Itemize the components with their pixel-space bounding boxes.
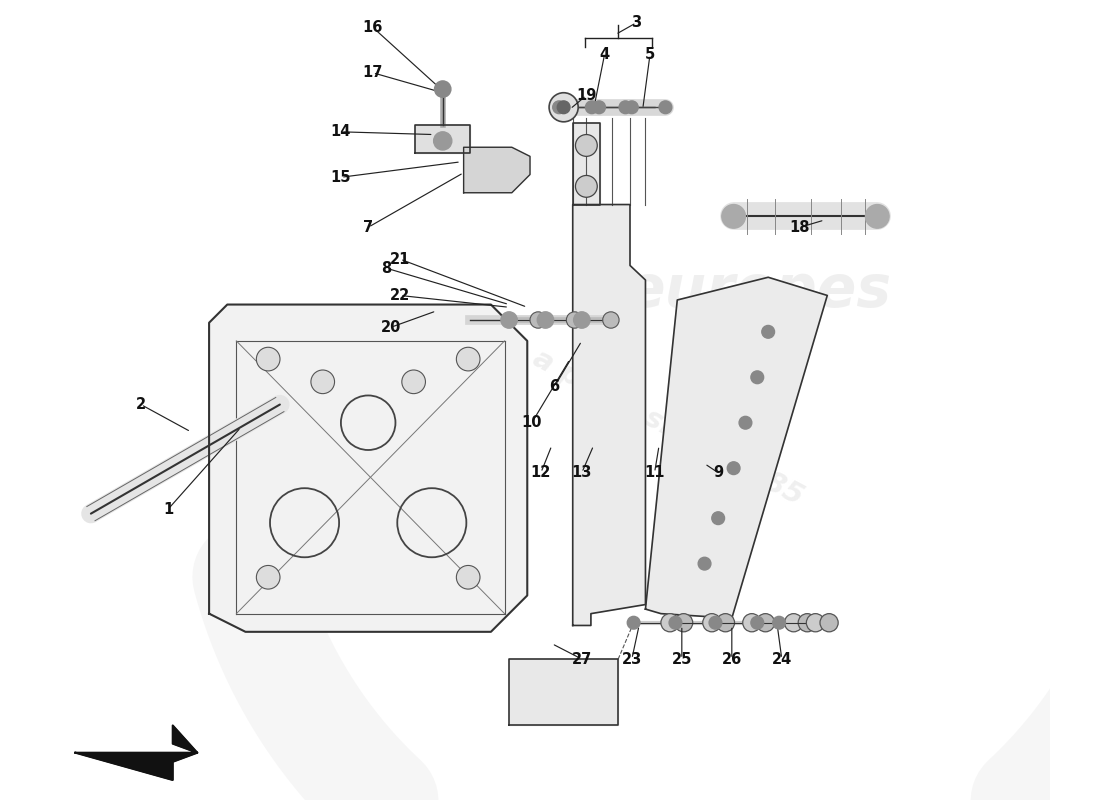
Circle shape [311,370,334,394]
Circle shape [784,614,803,632]
Circle shape [866,205,889,228]
Polygon shape [463,147,530,193]
Circle shape [593,101,605,114]
Text: 15: 15 [331,170,351,185]
Text: 5: 5 [645,47,656,62]
Text: 8: 8 [382,261,392,276]
Circle shape [619,101,631,114]
Text: 20: 20 [381,320,402,334]
Text: 6: 6 [550,379,560,394]
Circle shape [739,416,751,429]
Circle shape [659,101,672,114]
Text: 23: 23 [621,651,642,666]
Polygon shape [646,278,827,618]
Text: 18: 18 [790,220,811,234]
Circle shape [698,558,711,570]
Text: 4: 4 [600,47,609,62]
Circle shape [566,312,583,328]
Text: 22: 22 [389,288,410,303]
Polygon shape [573,122,600,205]
Circle shape [757,614,774,632]
Circle shape [558,101,570,114]
Circle shape [552,101,565,114]
Circle shape [402,370,426,394]
Circle shape [256,566,280,589]
Text: 1: 1 [163,502,174,517]
Text: 12: 12 [530,466,551,480]
Text: 27: 27 [572,651,592,666]
Polygon shape [416,126,470,153]
Circle shape [727,462,740,474]
Text: 3: 3 [631,15,641,30]
Circle shape [575,175,597,198]
Circle shape [434,81,451,98]
Circle shape [575,134,597,156]
Circle shape [772,616,785,629]
Circle shape [722,205,746,228]
Circle shape [716,614,735,632]
Text: 16: 16 [363,20,383,34]
Text: 13: 13 [572,466,592,480]
Polygon shape [76,726,197,780]
Circle shape [820,614,838,632]
Circle shape [712,512,725,525]
Circle shape [703,614,720,632]
Circle shape [674,614,693,632]
Text: a parts since 1985: a parts since 1985 [528,344,808,510]
Circle shape [799,614,816,632]
Text: 21: 21 [389,251,410,266]
Polygon shape [209,305,527,632]
Circle shape [256,347,280,371]
Polygon shape [509,659,618,726]
Text: 7: 7 [363,220,373,234]
Polygon shape [573,205,646,626]
Circle shape [573,312,590,328]
Circle shape [762,326,774,338]
Circle shape [669,616,682,629]
Text: 14: 14 [331,124,351,139]
Text: 2: 2 [135,397,146,412]
Circle shape [537,312,553,328]
Text: 19: 19 [576,88,596,103]
Circle shape [603,312,619,328]
Text: europes: europes [626,262,892,319]
Circle shape [530,312,547,328]
Circle shape [751,371,763,384]
Text: 10: 10 [521,415,542,430]
Text: 26: 26 [722,651,741,666]
Circle shape [626,101,638,114]
Circle shape [456,347,480,371]
Circle shape [806,614,825,632]
Circle shape [627,616,640,629]
Circle shape [742,614,761,632]
Text: 9: 9 [713,466,723,480]
Text: 24: 24 [772,651,792,666]
Text: 17: 17 [363,66,383,80]
Circle shape [500,312,517,328]
Text: 25: 25 [672,651,692,666]
Circle shape [433,132,452,150]
Text: 11: 11 [645,466,664,480]
Circle shape [456,566,480,589]
Circle shape [585,101,598,114]
Circle shape [661,614,679,632]
Circle shape [549,93,579,122]
Circle shape [751,616,763,629]
Circle shape [710,616,722,629]
